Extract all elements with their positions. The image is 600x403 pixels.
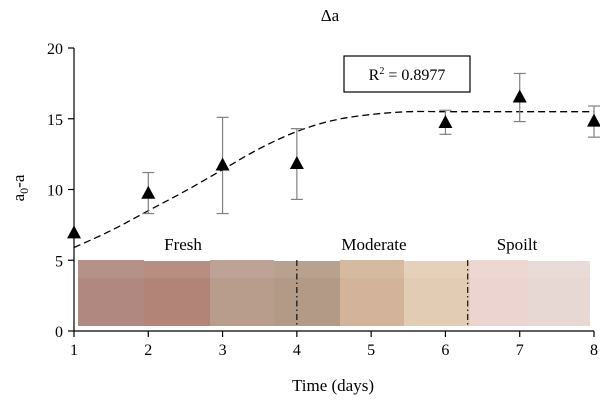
sample-swatch bbox=[528, 261, 590, 326]
swatch-sheen bbox=[528, 260, 590, 278]
stage-label: Fresh bbox=[164, 235, 202, 254]
stage-labels: Fresh Moderate Spoilt bbox=[164, 235, 537, 254]
y-tick-label: 20 bbox=[47, 41, 63, 58]
swatch-sheen bbox=[274, 260, 340, 278]
error-bars bbox=[142, 72, 600, 215]
swatch-sheen bbox=[78, 260, 144, 278]
x-tick-label: 5 bbox=[367, 342, 375, 359]
stage-label: Moderate bbox=[341, 235, 406, 254]
y-tick-label: 0 bbox=[55, 324, 63, 341]
r2-value: = 0.8977 bbox=[384, 67, 445, 84]
y-axis-label-subscript: 0 bbox=[17, 188, 31, 194]
sample-photo-inset bbox=[78, 260, 590, 326]
r2-superscript: 2 bbox=[379, 66, 384, 77]
data-point-triangle bbox=[141, 185, 156, 199]
sample-swatch bbox=[78, 260, 144, 326]
sample-swatch bbox=[470, 260, 528, 326]
x-tick-label: 8 bbox=[590, 342, 598, 359]
stage-label: Spoilt bbox=[497, 235, 538, 254]
sample-swatch bbox=[274, 261, 340, 326]
y-ticks: 0 5 10 15 20 bbox=[47, 41, 74, 341]
y-tick-label: 15 bbox=[47, 112, 63, 129]
sample-swatch bbox=[404, 261, 470, 326]
swatch-sheen bbox=[144, 260, 210, 278]
swatch-sheen bbox=[470, 260, 528, 278]
swatch-sheen bbox=[210, 260, 274, 278]
r2-box bbox=[343, 55, 471, 93]
x-tick-label: 2 bbox=[144, 342, 152, 359]
data-point-triangle bbox=[289, 156, 304, 170]
data-point-triangle bbox=[215, 157, 230, 171]
data-point-triangle bbox=[438, 114, 453, 128]
x-tick-label: 4 bbox=[293, 342, 301, 359]
x-tick-label: 3 bbox=[219, 342, 227, 359]
r2-prefix: R bbox=[369, 67, 380, 84]
y-axis-label-main: a bbox=[9, 193, 28, 201]
sample-swatch bbox=[144, 261, 210, 326]
chart-title: Δa bbox=[321, 6, 340, 25]
x-tick-label: 6 bbox=[441, 342, 449, 359]
r2-text: R2 = 0.8977 bbox=[369, 66, 446, 84]
data-point-triangle bbox=[512, 89, 527, 103]
data-points bbox=[67, 89, 600, 239]
data-point-triangle bbox=[587, 113, 600, 127]
swatch-sheen bbox=[340, 260, 404, 278]
r2-annotation: R2 = 0.8977 bbox=[343, 55, 471, 93]
sample-swatch bbox=[340, 260, 404, 326]
fit-curve bbox=[73, 110, 594, 249]
x-tick-label: 1 bbox=[70, 342, 78, 359]
x-tick-label: 7 bbox=[516, 342, 524, 359]
swatch-sheen bbox=[404, 260, 470, 278]
x-axis-label: Time (days) bbox=[292, 376, 374, 395]
x-ticks: 1 2 3 4 5 6 7 8 bbox=[70, 331, 598, 359]
y-tick-label: 10 bbox=[47, 183, 63, 200]
y-axis-label: a0-a bbox=[9, 174, 31, 201]
y-axis-label-tail: -a bbox=[9, 174, 28, 188]
y-tick-label: 5 bbox=[55, 253, 63, 270]
sample-swatch bbox=[210, 260, 274, 326]
